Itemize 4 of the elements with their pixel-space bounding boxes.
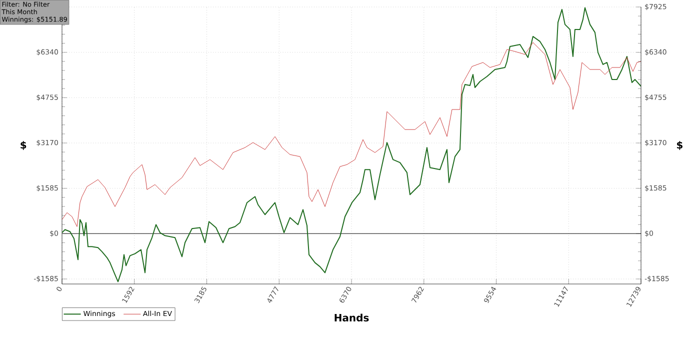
y-axis-title: $ xyxy=(20,140,26,150)
line-series xyxy=(62,42,641,227)
x-axis-title: Hands xyxy=(334,314,369,322)
y2-axis-title: $ xyxy=(676,140,682,150)
